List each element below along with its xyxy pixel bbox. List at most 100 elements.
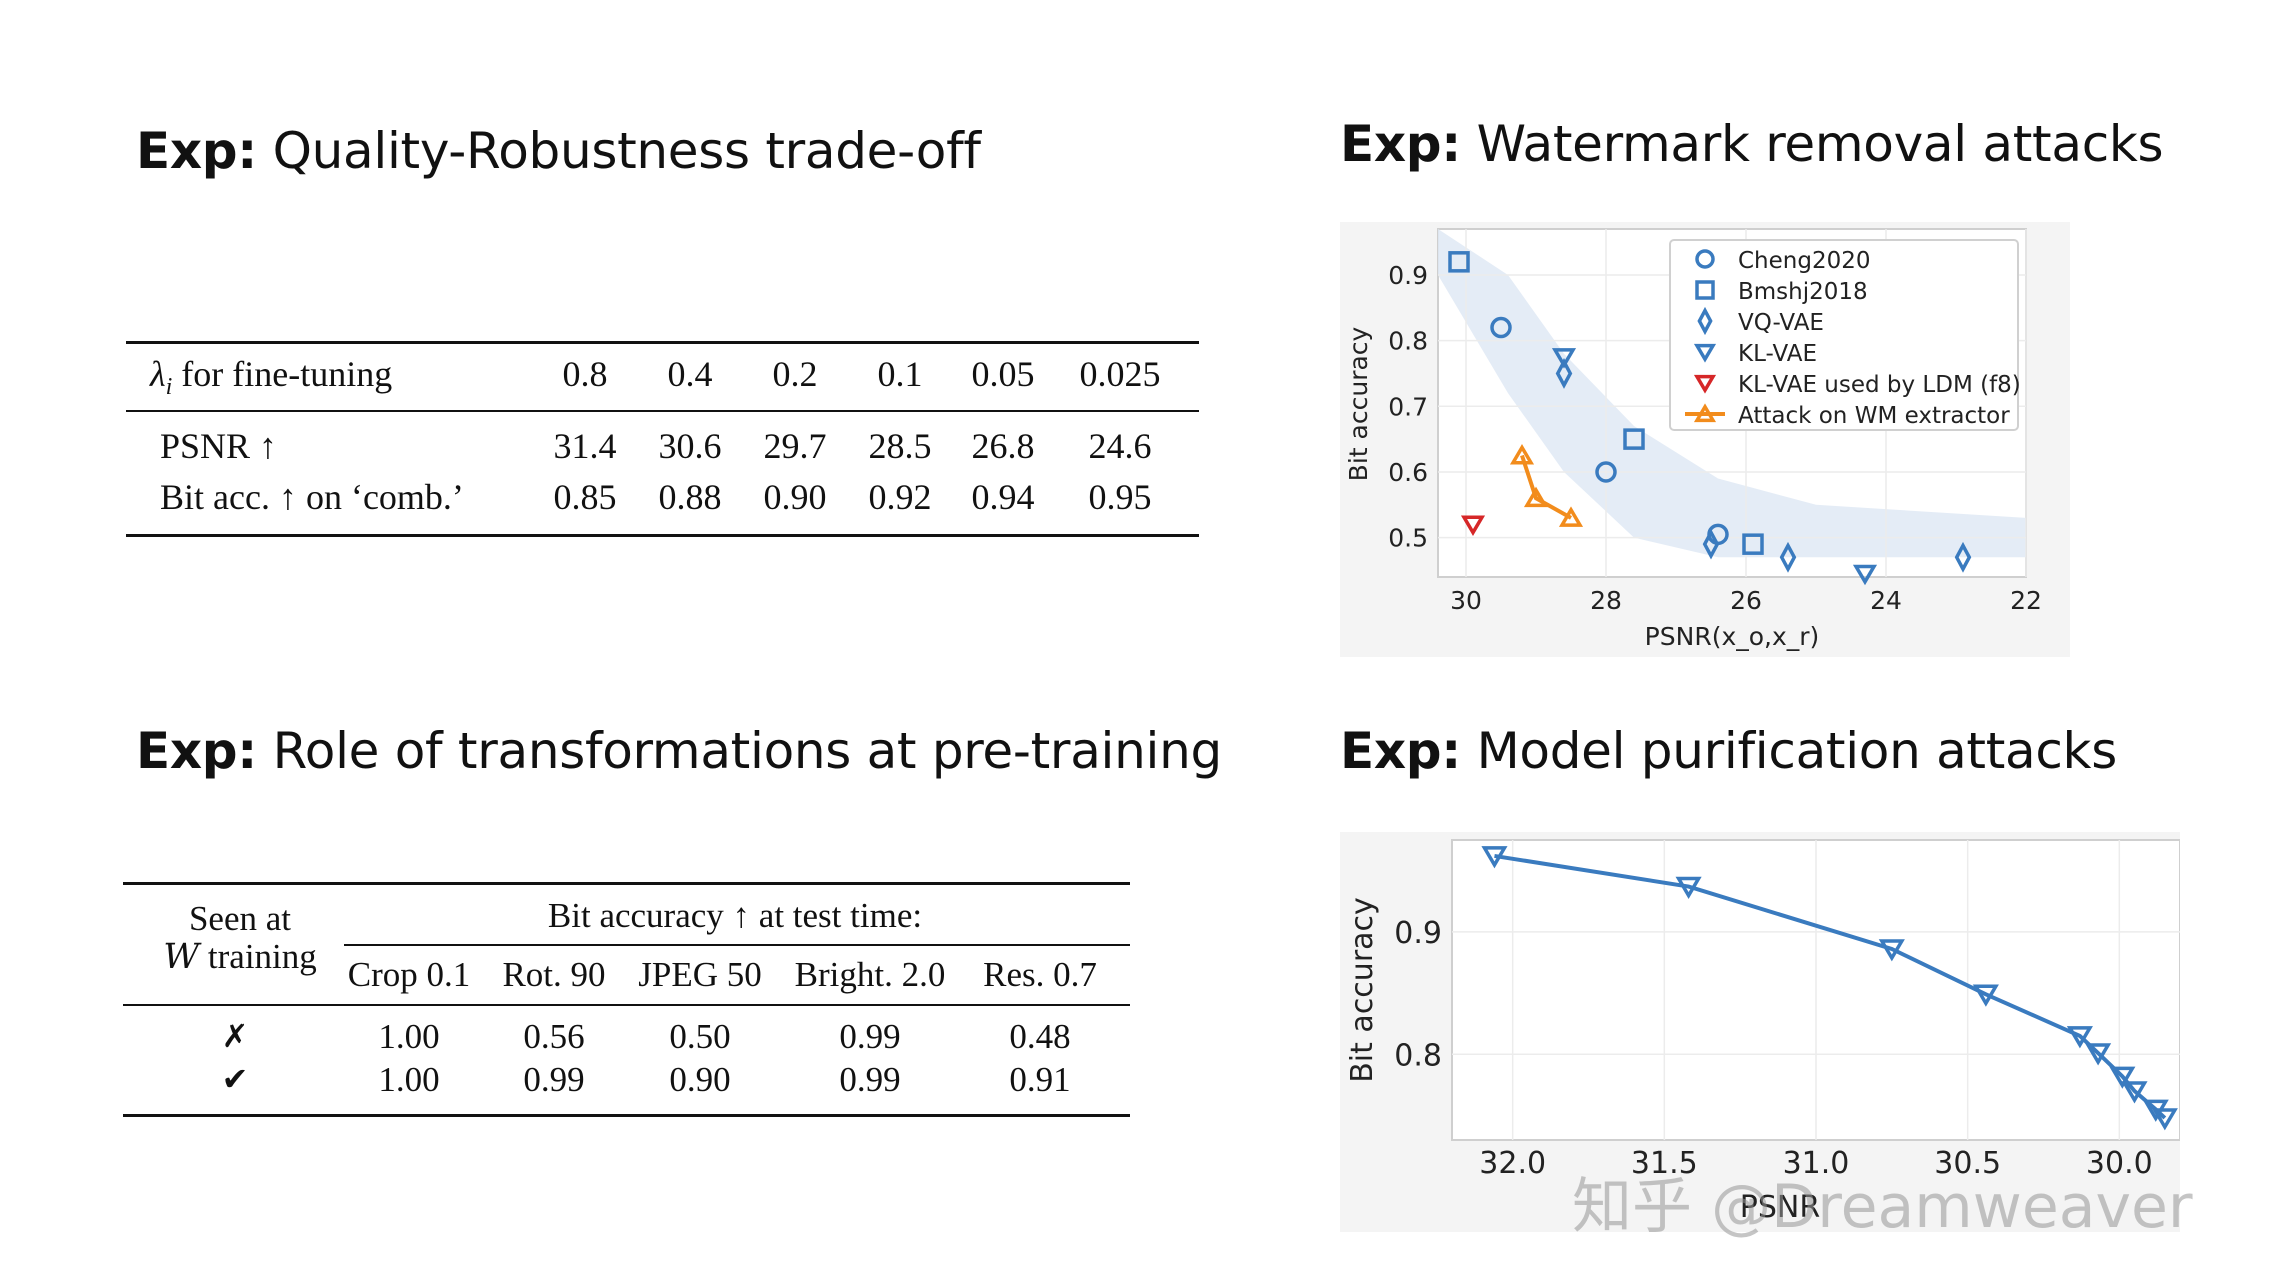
table-bottom-rule <box>123 1114 1130 1117</box>
cross-mark: ✗ <box>221 1017 249 1055</box>
heading-prefix: Exp: <box>136 722 257 780</box>
data-markers <box>1481 846 2178 1131</box>
row-label-psnr: PSNR ↑ <box>160 426 278 466</box>
lambda-header: λi for fine-tuning <box>150 353 392 401</box>
table-cell: 0.50 <box>669 1017 731 1056</box>
heading-prefix: Exp: <box>1340 115 1461 173</box>
table-cell: 0.90 <box>763 477 827 517</box>
check-mark: ✔ <box>221 1060 249 1098</box>
table-top-rule <box>126 341 1199 344</box>
table-cell: 0.85 <box>553 477 617 517</box>
table-cell: 0.90 <box>669 1060 731 1099</box>
y-tick-label: 0.7 <box>1388 392 1428 421</box>
data-point <box>1551 348 1577 369</box>
legend-label: Bmshj2018 <box>1738 279 1868 305</box>
data-markers <box>1448 251 1972 586</box>
watermark-removal-chart: 30 28 26 24 22 0.5 0.6 0.7 0.8 0.9 PSNR(x_o,x_r)… <box>1340 222 2070 657</box>
col-header: 0.025 <box>1079 354 1161 394</box>
table-cell: 0.92 <box>868 477 932 517</box>
heading-model-purification: Exp: Model purification attacks <box>1340 722 2117 780</box>
table-cell: 29.7 <box>763 426 827 466</box>
col-header: Crop 0.1 <box>347 955 471 994</box>
y-tick-labels: 0.5 0.6 0.7 0.8 0.9 <box>1388 261 1428 553</box>
data-point <box>1448 251 1470 273</box>
table-cell: 0.99 <box>839 1060 901 1099</box>
table-cell: 0.48 <box>1009 1017 1071 1056</box>
data-point <box>1702 528 1720 560</box>
data-point <box>1523 486 1549 508</box>
heading-prefix: Exp: <box>136 122 257 180</box>
x-tick-labels: 32.0 31.5 31.0 30.5 30.0 <box>1479 1146 2152 1181</box>
col-header: JPEG 50 <box>638 955 762 994</box>
data-point <box>2109 1066 2136 1089</box>
y-tick-label: 0.9 <box>1388 261 1428 290</box>
legend-marker <box>1693 403 1717 423</box>
heading-text: Quality-Robustness trade-off <box>272 122 981 180</box>
y-tick-label: 0.6 <box>1388 458 1428 487</box>
col-header: Rot. 90 <box>502 955 606 994</box>
data-point <box>1490 316 1512 339</box>
y-tick-label: 0.9 <box>1394 916 1442 951</box>
legend-label: KL-VAE <box>1738 341 1817 367</box>
table-cell: 30.6 <box>658 426 722 466</box>
data-point <box>1509 443 1535 465</box>
x-tick-label: 32.0 <box>1479 1146 1546 1181</box>
table-cell: 26.8 <box>971 426 1035 466</box>
seen-at-line2: W training <box>135 937 345 977</box>
heading-prefix: Exp: <box>1340 722 1461 780</box>
table-cell: 0.99 <box>523 1060 585 1099</box>
data-point <box>2066 1026 2093 1049</box>
col-header: Res. 0.7 <box>983 955 1097 994</box>
col-header: 0.1 <box>877 354 923 394</box>
legend-label: VQ-VAE <box>1738 310 1824 336</box>
col-header: Bright. 2.0 <box>794 955 946 994</box>
attack-line <box>1520 454 1572 520</box>
lambda-header-label: for fine-tuning <box>181 354 393 394</box>
table-cell: 1.00 <box>378 1060 440 1099</box>
model-purification-chart: 32.0 31.5 31.0 30.5 30.0 0.8 0.9 PSNR Bit acc… <box>1340 832 2180 1232</box>
legend-label: Cheng2020 <box>1738 248 1871 274</box>
col-header: 0.8 <box>562 354 608 394</box>
col-header: 0.4 <box>667 354 713 394</box>
heading-quality-robustness: Exp: Quality-Robustness trade-off <box>136 122 981 180</box>
y-tick-label: 0.5 <box>1388 524 1428 553</box>
heading-text: Model purification attacks <box>1476 722 2118 780</box>
y-tick-label: 0.8 <box>1394 1038 1442 1073</box>
table-bottom-rule <box>126 534 1199 537</box>
data-point <box>2085 1043 2112 1066</box>
data-point <box>2121 1081 2148 1104</box>
x-tick-labels: 30 28 26 24 22 <box>1450 586 2042 615</box>
table-cell: 0.88 <box>658 477 722 517</box>
table-mid-rule <box>126 410 1199 412</box>
legend-marker <box>1695 249 1715 269</box>
table-cell: 28.5 <box>868 426 932 466</box>
data-point <box>1595 461 1617 483</box>
lambda-subscript: i <box>165 374 173 401</box>
x-axis-label: PSNR(x_o,x_r) <box>1645 622 1820 651</box>
table-cell: 0.94 <box>971 477 1035 517</box>
seen-at-training: training <box>207 937 317 976</box>
data-point <box>2151 1108 2178 1131</box>
heading-text: Role of transformations at pre-training <box>272 722 1223 780</box>
table-mid-rule <box>123 1004 1130 1006</box>
col-header: 0.2 <box>772 354 818 394</box>
data-point <box>1675 876 1702 899</box>
y-axis-label: Bit accuracy <box>1345 897 1380 1083</box>
y-axis-label: Bit accuracy <box>1344 326 1373 481</box>
w-symbol: W <box>163 937 200 977</box>
legend-marker <box>1697 306 1713 336</box>
legend-label: KL-VAE used by LDM (f8) <box>1738 372 2021 398</box>
heading-watermark-removal: Exp: Watermark removal attacks <box>1340 115 2164 173</box>
x-axis-label: PSNR <box>1740 1190 1820 1225</box>
legend-marker <box>1695 280 1715 300</box>
data-point <box>1623 428 1645 450</box>
seen-at-header: Seen at W training <box>135 900 345 977</box>
legend-marker <box>1693 343 1717 363</box>
x-tick-label: 30.0 <box>2086 1146 2153 1181</box>
data-point <box>1878 939 1905 962</box>
table-cell: 0.95 <box>1088 477 1152 517</box>
lambda-symbol: λ <box>150 354 166 394</box>
legend-box <box>1669 239 2019 431</box>
x-tick-label: 22 <box>2010 586 2042 615</box>
data-point <box>1779 541 1797 573</box>
